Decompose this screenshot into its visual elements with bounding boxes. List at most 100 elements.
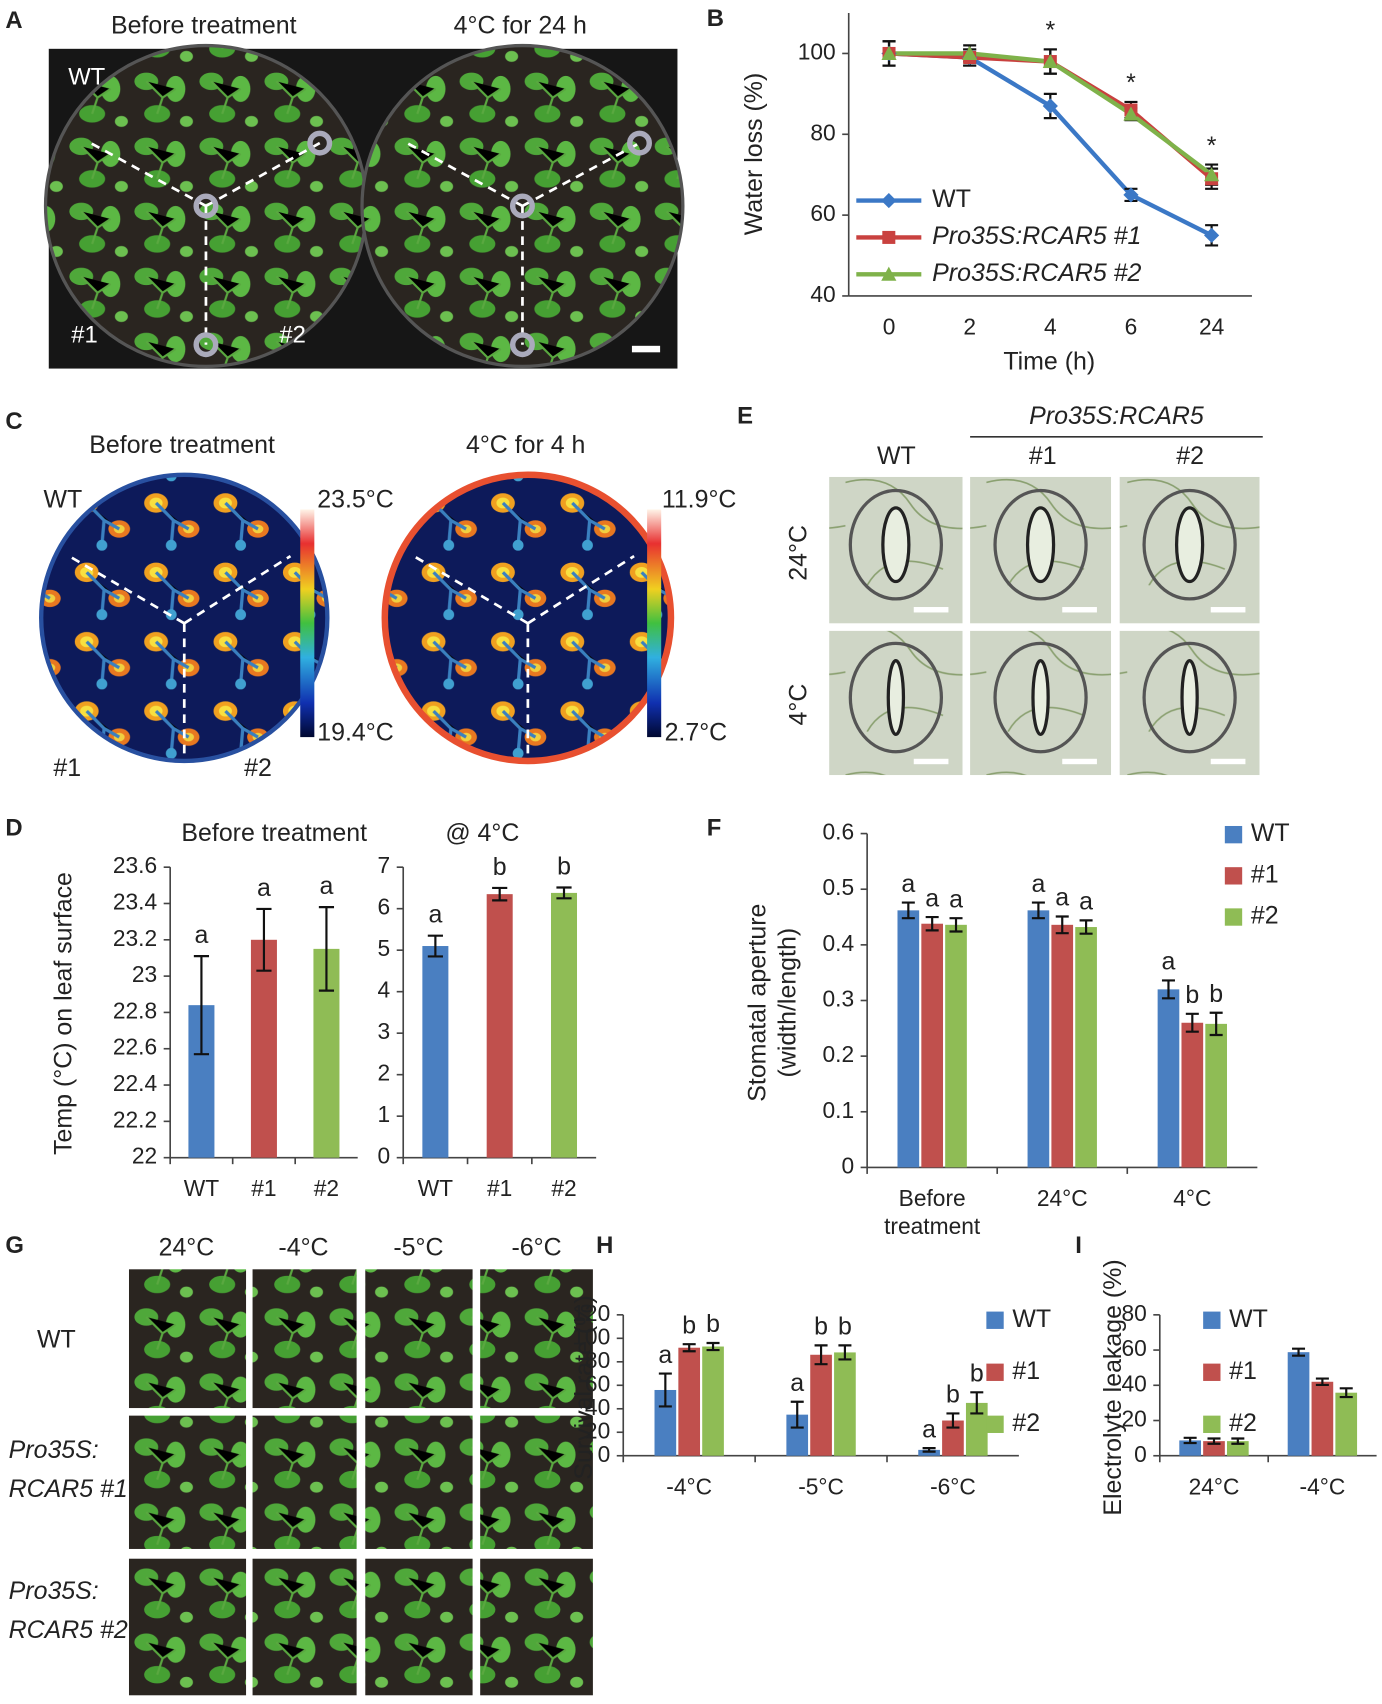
x-tick-label: -5°C <box>798 1473 844 1499</box>
bar <box>1335 1392 1358 1456</box>
marker <box>881 192 897 209</box>
significance: * <box>1207 132 1217 160</box>
error-bar <box>706 1341 720 1352</box>
significance-letter: a <box>658 1341 672 1369</box>
bar <box>1287 1352 1310 1456</box>
error-bar <box>682 1343 696 1353</box>
significance-letter: a <box>1079 888 1093 916</box>
y-tick-label: 20 <box>1121 1406 1146 1432</box>
y-tick-label: 80 <box>810 119 835 145</box>
error-bar <box>193 955 210 1056</box>
photo-label: 4°C for 4 h <box>466 431 585 459</box>
bar <box>786 1414 809 1456</box>
chart: 0 1 2 3 4 5 6 7 WT #1 #2 @ 4°C a b b <box>378 819 597 1201</box>
y-tick-label: 1 <box>378 1101 391 1127</box>
plant-photo <box>478 1267 596 1411</box>
error-bar <box>901 901 915 920</box>
error-bar <box>1185 1012 1199 1033</box>
bar <box>486 894 513 1158</box>
panel-label: F <box>707 815 722 842</box>
marker <box>1204 167 1220 182</box>
bar <box>897 910 920 1168</box>
x-tick-label: 24°C <box>1189 1473 1240 1499</box>
chart: 0 20 40 60 80 24°C -4°C Electrolyte leakage (%)… <box>1099 1259 1377 1516</box>
photo-label: 23.5°C <box>317 485 393 513</box>
significance-letter: a <box>901 870 915 898</box>
error-bar <box>318 906 335 992</box>
x-tick-label: #1 <box>251 1175 276 1201</box>
y-tick-label: 23.4 <box>113 889 157 915</box>
chart-title: @ 4°C <box>445 819 519 847</box>
x-tick-label: -4°C <box>666 1473 712 1499</box>
significance-letter: b <box>682 1311 696 1339</box>
bar <box>678 1347 701 1456</box>
plant-photo <box>250 1413 359 1552</box>
scale-bar <box>1062 607 1097 613</box>
legend-swatch <box>1224 867 1243 885</box>
y-tick-label: 40 <box>585 1394 610 1420</box>
y-tick-label: 20 <box>585 1417 610 1443</box>
scale-bar <box>1062 758 1097 765</box>
significance-letter: b <box>814 1313 828 1341</box>
x-tick-label: #2 <box>314 1175 339 1201</box>
photo-label: WT <box>68 63 105 90</box>
legend-label: #2 <box>1012 1409 1040 1437</box>
pore <box>881 506 911 584</box>
error-bar <box>1079 919 1093 935</box>
scale-bar <box>913 607 949 613</box>
significance: * <box>1126 69 1136 97</box>
panel-label: B <box>707 5 724 32</box>
x-tick-label: -6°C <box>930 1473 976 1499</box>
legend-label: WT <box>1012 1305 1051 1333</box>
y-tick-label: 100 <box>798 38 836 64</box>
y-tick-label: 40 <box>810 281 835 307</box>
y-tick-label: 23.2 <box>113 925 157 951</box>
y-tick-label: 5 <box>378 935 391 961</box>
x-tick-label: -4°C <box>1300 1473 1346 1499</box>
significance-letter: a <box>194 921 208 949</box>
error-bar <box>1161 979 1175 1000</box>
legend-label: #1 <box>1229 1357 1257 1385</box>
photo-label: 2.7°C <box>665 718 728 746</box>
significance-letter: a <box>320 872 334 900</box>
photo-label: #2 <box>244 754 272 782</box>
chart: 0 0.1 0.2 0.3 0.4 0.5 0.6 Before treatment 24°C 4°… <box>743 819 1289 1240</box>
x-tick-label: 4°C <box>1173 1185 1211 1211</box>
error-bar <box>556 886 572 900</box>
x-tick-label: 4 <box>1044 313 1057 339</box>
x-axis-label: Time (h) <box>1003 348 1095 376</box>
guard-cell <box>993 641 1088 754</box>
significance-letter: b <box>838 1313 852 1341</box>
scale-bar <box>913 758 949 765</box>
photo-e <box>829 436 1263 776</box>
chart: 22 22.2 22.4 22.6 22.8 23 23.2 23.4 23.6 WT #1 #2 Be… <box>50 819 368 1201</box>
error-bar <box>1231 1437 1245 1445</box>
x-tick-label: #2 <box>551 1175 576 1201</box>
plant-photo <box>126 1413 249 1552</box>
y-axis-label: Temp (°C) on leaf surface <box>50 872 78 1155</box>
photo-label: -4°C <box>278 1233 328 1261</box>
row-label: Pro35S: <box>9 1577 99 1605</box>
guard-cell <box>848 488 944 601</box>
y-tick-label: 7 <box>378 852 391 878</box>
plant-photo <box>478 1413 596 1552</box>
panel-label: E <box>737 403 753 430</box>
pore <box>1180 659 1199 737</box>
panel-label: I <box>1075 1232 1082 1259</box>
y-tick-label: 0 <box>598 1441 611 1467</box>
scale-bar <box>1210 758 1246 765</box>
legend-label: Pro35S:RCAR5 #1 <box>932 222 1141 250</box>
bar <box>810 1354 832 1456</box>
marker <box>1204 227 1220 243</box>
error-bar <box>946 1412 960 1429</box>
plant-photo <box>250 1267 359 1411</box>
legend-swatch <box>1224 825 1243 844</box>
y-tick-label: 60 <box>1121 1335 1146 1361</box>
photo-label: Pro35S:RCAR5 <box>1029 402 1204 430</box>
y-tick-label: 80 <box>1121 1300 1146 1326</box>
bar <box>250 939 277 1158</box>
photo-label: 4°C for 24 h <box>454 12 587 40</box>
significance-letter: b <box>946 1381 960 1409</box>
panel-label: C <box>5 408 22 435</box>
